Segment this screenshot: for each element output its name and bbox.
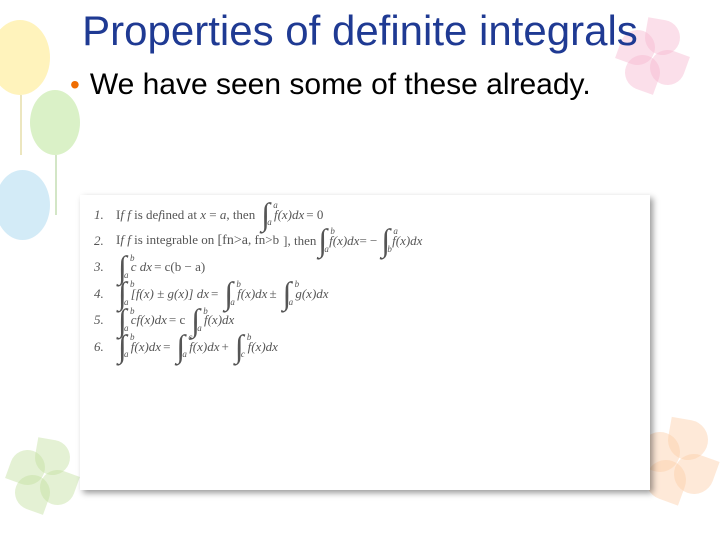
property-row: 3. ∫ b a c dx = c(b − a) [94, 256, 636, 278]
property-body: If f is integrable on [fn>a, fn>b] [116, 233, 287, 248]
bullet-text: We have seen some of these already. [90, 66, 591, 104]
flower-green [10, 440, 80, 510]
balloon-string [55, 155, 57, 215]
property-number: 1. [94, 208, 116, 221]
property-number: 2. [94, 234, 116, 247]
page-title: Properties of definite integrals [0, 0, 720, 54]
property-number: 3. [94, 260, 116, 273]
property-row: 6. ∫ b a f(x)dx = ∫ c a f(x)dx + ∫ b c f… [94, 335, 636, 357]
property-number: 6. [94, 340, 116, 353]
flower-peach [640, 420, 720, 500]
property-number: 5. [94, 313, 116, 326]
property-row: 2. If f is integrable on [fn>a, fn>b], t… [94, 229, 636, 251]
property-row: 1. If f is defined at x = a, then ∫ a a … [94, 203, 636, 225]
bullet-block: • We have seen some of these already. [70, 66, 630, 104]
property-row: 4. ∫ b a [f(x) ± g(x)] dx = ∫ b a f(x)dx… [94, 282, 636, 304]
property-body: ∫ b a c dx = c(b − a) [116, 256, 207, 278]
property-body: ∫ b a [f(x) ± g(x)] dx = ∫ b a f(x)dx ± … [116, 282, 329, 304]
property-body: If f is defined at x = a, then ∫ a a f(x… [116, 203, 325, 225]
balloon-string [20, 95, 22, 155]
bullet-marker: • [70, 68, 80, 102]
properties-box: 1. If f is defined at x = a, then ∫ a a … [80, 195, 650, 490]
property-body: ∫ b a f(x)dx = ∫ c a f(x)dx + ∫ b c f(x)… [116, 335, 278, 357]
balloon-blue [0, 170, 50, 240]
property-number: 4. [94, 287, 116, 300]
